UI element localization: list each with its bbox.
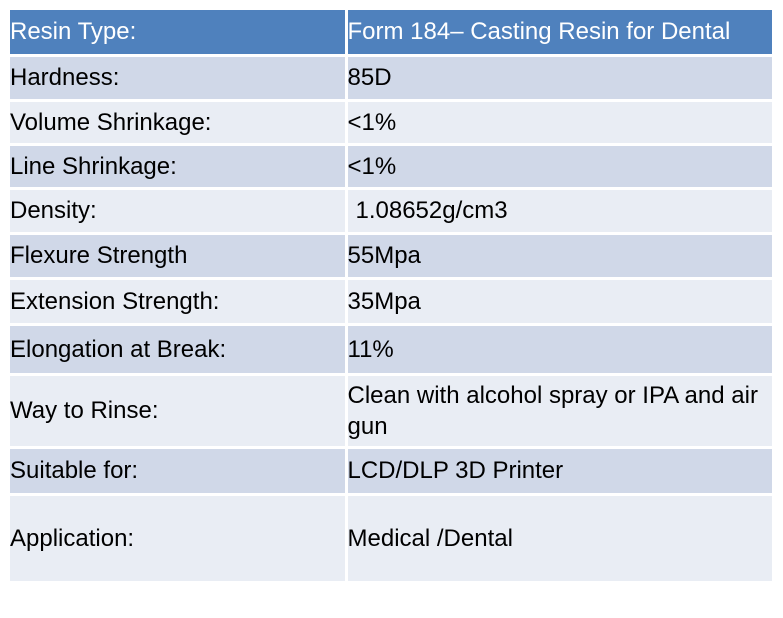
table-row: Elongation at Break: 11% xyxy=(10,324,772,375)
resin-type-label: Resin Type: xyxy=(10,10,348,56)
table-row: Extension Strength: 35Mpa xyxy=(10,278,772,325)
suitable-for-label: Suitable for: xyxy=(10,447,348,495)
density-value: 1.08652g/cm3 xyxy=(346,188,772,234)
suitable-for-value: LCD/DLP 3D Printer xyxy=(346,447,772,495)
table-row: Volume Shrinkage: <1% xyxy=(10,100,772,145)
resin-type-value: Form 184– Casting Resin for Dental xyxy=(346,10,772,56)
hardness-label: Hardness: xyxy=(10,55,348,101)
table-row: Hardness: 85D xyxy=(10,55,772,101)
table-row: Flexure Strength 55Mpa xyxy=(10,233,772,279)
resin-spec-table: Resin Type: Form 184– Casting Resin for … xyxy=(10,10,772,584)
flexure-strength-value: 55Mpa xyxy=(346,233,772,279)
table-row: Application: Medical /Dental xyxy=(10,494,772,583)
flexure-strength-label: Flexure Strength xyxy=(10,233,348,279)
application-value: Medical /Dental xyxy=(346,494,772,583)
elongation-label: Elongation at Break: xyxy=(10,324,348,375)
table-row: Way to Rinse: Clean with alcohol spray o… xyxy=(10,374,772,448)
table-row: Line Shrinkage: <1% xyxy=(10,144,772,189)
table-header-row: Resin Type: Form 184– Casting Resin for … xyxy=(10,10,772,56)
table-row: Density: 1.08652g/cm3 xyxy=(10,188,772,234)
elongation-value: 11% xyxy=(346,324,772,375)
volume-shrinkage-value: <1% xyxy=(346,100,772,145)
line-shrinkage-value: <1% xyxy=(346,144,772,189)
density-label: Density: xyxy=(10,188,348,234)
line-shrinkage-label: Line Shrinkage: xyxy=(10,144,348,189)
hardness-value: 85D xyxy=(346,55,772,101)
rinse-value: Clean with alcohol spray or IPA and air … xyxy=(346,374,772,448)
volume-shrinkage-label: Volume Shrinkage: xyxy=(10,100,348,145)
table-row: Suitable for: LCD/DLP 3D Printer xyxy=(10,447,772,495)
application-label: Application: xyxy=(10,494,348,583)
rinse-label: Way to Rinse: xyxy=(10,374,348,448)
extension-strength-label: Extension Strength: xyxy=(10,278,348,325)
extension-strength-value: 35Mpa xyxy=(346,278,772,325)
